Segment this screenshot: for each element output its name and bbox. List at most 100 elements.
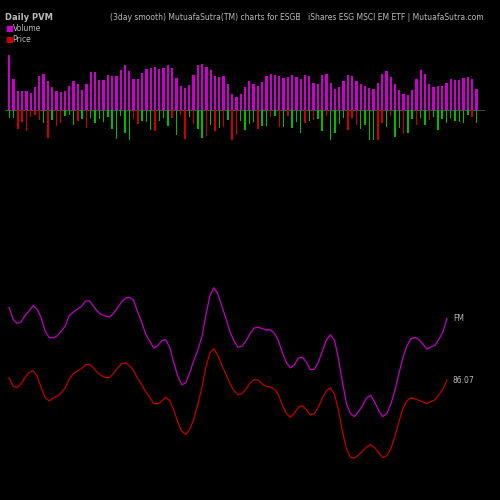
Bar <box>76 84 79 110</box>
Bar <box>312 84 315 110</box>
Bar <box>51 88 54 110</box>
Bar <box>278 76 280 110</box>
Bar <box>248 81 250 110</box>
Bar <box>381 74 384 110</box>
Bar <box>13 110 15 118</box>
Bar <box>372 88 375 110</box>
Bar <box>454 80 456 110</box>
Bar <box>287 110 288 116</box>
Bar <box>346 75 349 110</box>
Text: ■: ■ <box>5 24 13 33</box>
Bar <box>60 92 62 110</box>
Bar <box>34 86 36 110</box>
Bar <box>133 110 134 120</box>
Bar <box>17 110 18 129</box>
Text: 86.07: 86.07 <box>453 376 474 384</box>
Bar <box>295 77 298 110</box>
Bar <box>236 96 238 110</box>
Bar <box>227 110 228 120</box>
Bar <box>436 86 439 110</box>
Text: FM: FM <box>453 314 464 323</box>
Bar <box>128 110 130 141</box>
Bar <box>450 110 452 118</box>
Bar <box>283 110 284 128</box>
Bar <box>94 72 96 110</box>
Bar <box>437 110 438 130</box>
Bar <box>313 110 314 120</box>
Bar <box>445 83 448 110</box>
Bar <box>202 110 203 138</box>
Bar <box>154 110 156 132</box>
Bar <box>26 110 27 132</box>
Bar <box>60 110 62 123</box>
Bar <box>257 110 258 129</box>
Bar <box>266 110 267 126</box>
Bar <box>46 81 49 110</box>
Bar <box>184 88 186 110</box>
Bar <box>420 110 422 118</box>
Text: (3day smooth) MutuafaSutra(TM) charts for ESGE: (3day smooth) MutuafaSutra(TM) charts fo… <box>110 12 300 22</box>
Bar <box>326 110 327 116</box>
Bar <box>330 110 332 140</box>
Bar <box>270 74 272 110</box>
Bar <box>262 110 263 126</box>
Bar <box>132 80 135 110</box>
Bar <box>176 78 178 110</box>
Bar <box>406 95 409 110</box>
Bar <box>73 110 74 125</box>
Bar <box>111 76 114 110</box>
Bar <box>176 110 177 136</box>
Bar <box>441 86 444 110</box>
Bar <box>338 110 340 124</box>
Bar <box>321 75 324 110</box>
Bar <box>197 110 198 130</box>
Bar <box>291 75 294 110</box>
Bar <box>244 110 246 130</box>
Bar <box>120 110 122 116</box>
Bar <box>458 110 460 122</box>
Bar <box>38 76 40 110</box>
Bar <box>292 110 293 128</box>
Bar <box>415 80 418 110</box>
Bar <box>47 110 48 138</box>
Bar <box>90 72 92 110</box>
Bar <box>210 70 212 110</box>
Bar <box>68 110 70 116</box>
Bar <box>116 110 117 140</box>
Bar <box>351 76 354 110</box>
Bar <box>64 110 66 116</box>
Bar <box>184 110 186 139</box>
Bar <box>42 74 45 110</box>
Bar <box>232 110 233 140</box>
Bar <box>124 65 126 110</box>
Bar <box>145 69 148 110</box>
Bar <box>416 110 417 125</box>
Bar <box>334 110 336 133</box>
Bar <box>244 86 246 110</box>
Bar <box>85 84 87 110</box>
Bar <box>43 110 44 124</box>
Bar <box>308 110 310 121</box>
Bar <box>256 86 259 110</box>
Bar <box>98 110 100 120</box>
Bar <box>158 69 160 110</box>
Bar <box>136 80 139 110</box>
Bar <box>334 89 336 110</box>
Bar <box>278 110 280 128</box>
Bar <box>21 91 24 110</box>
Bar <box>376 83 379 110</box>
Bar <box>206 66 208 110</box>
Bar <box>398 110 400 128</box>
Bar <box>8 110 10 118</box>
Bar <box>432 86 434 110</box>
Bar <box>81 90 84 110</box>
Bar <box>308 76 310 110</box>
Bar <box>330 84 332 110</box>
Bar <box>402 94 404 110</box>
Bar <box>394 84 396 110</box>
Text: iShares ESG MSCI EM ETF | MutuafaSutra.com: iShares ESG MSCI EM ETF | MutuafaSutra.c… <box>308 12 483 22</box>
Bar <box>158 110 160 122</box>
Bar <box>270 110 272 117</box>
Bar <box>462 78 464 110</box>
Bar <box>146 110 147 122</box>
